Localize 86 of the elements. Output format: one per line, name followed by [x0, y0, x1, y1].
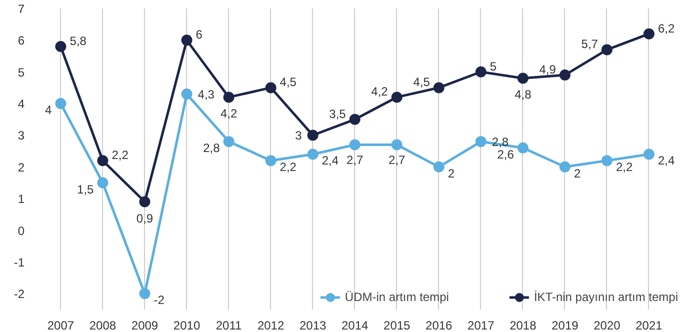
data-label: 2,4: [658, 154, 675, 168]
x-tick-label: 2019: [552, 318, 579, 332]
point: [349, 114, 360, 125]
point: [433, 161, 444, 172]
data-label: 3,5: [329, 106, 346, 121]
x-tick-label: 2010: [173, 318, 200, 332]
x-tick-label: 2021: [636, 318, 663, 332]
x-tick-label: 2016: [426, 318, 453, 332]
point: [391, 92, 402, 103]
point: [139, 288, 150, 300]
point: [517, 142, 528, 154]
x-tick-label: 2007: [47, 318, 74, 332]
data-label: 6: [196, 28, 203, 42]
y-tick-label: -2: [14, 287, 25, 302]
y-tick-label: 7: [18, 2, 25, 16]
y-tick-label: 1: [18, 192, 25, 206]
point: [517, 72, 528, 84]
x-tick-label: 2014: [342, 318, 369, 332]
point: [265, 82, 276, 94]
point: [601, 155, 612, 166]
data-label: 5,8: [70, 34, 87, 48]
data-label: 4,5: [280, 75, 297, 90]
point: [55, 41, 66, 52]
x-tick-label: 2020: [594, 318, 621, 332]
data-label: -2: [154, 293, 165, 308]
point: [223, 92, 234, 103]
x-tick-label: 2009: [131, 318, 158, 332]
y-tick-label: 5: [18, 65, 25, 80]
point: [265, 155, 276, 166]
y-tick-label: -1: [14, 255, 25, 270]
data-label: 4,5: [413, 75, 430, 90]
legend-label: İKT-nin payının artım tempi: [534, 290, 678, 304]
data-label: 3: [295, 128, 302, 143]
data-label: 0,9: [136, 211, 154, 226]
point: [139, 196, 150, 208]
x-tick-label: 2012: [257, 318, 284, 332]
data-label: 2,7: [346, 153, 364, 168]
data-label: 6,2: [658, 21, 675, 36]
data-label: 2,4: [322, 154, 339, 168]
point: [391, 139, 402, 150]
x-tick-label: 2013: [299, 318, 327, 332]
point: [181, 88, 192, 100]
data-label: 4: [45, 103, 52, 118]
point: [307, 130, 318, 141]
y-tick-label: 3: [18, 128, 25, 143]
point: [475, 136, 486, 148]
legend-label: ÜDM-in artım tempi: [344, 290, 449, 304]
point: [475, 66, 486, 78]
y-tick-label: 0: [18, 224, 25, 238]
data-label: 4,8: [514, 88, 532, 102]
x-tick-label: 2017: [468, 318, 495, 332]
point: [643, 28, 654, 40]
x-tick-label: 2018: [510, 318, 537, 332]
point: [559, 70, 570, 81]
data-label: 2,2: [280, 160, 297, 174]
point: [349, 139, 360, 150]
x-tick-label: 2011: [216, 318, 242, 332]
data-label: 4,9: [539, 62, 556, 77]
data-label: 5: [490, 59, 497, 74]
data-label: 2,2: [616, 160, 633, 174]
y-tick-label: 4: [18, 97, 25, 112]
point: [643, 148, 654, 160]
data-label: 2: [574, 166, 581, 180]
data-label: 1,5: [77, 182, 94, 196]
y-tick-label: 2: [18, 160, 25, 174]
point: [181, 34, 192, 46]
y-tick-label: 6: [18, 34, 25, 48]
data-label: 5,7: [581, 37, 598, 52]
point: [55, 98, 66, 110]
point: [601, 44, 612, 56]
data-label: 4,2: [371, 84, 388, 99]
data-label: 2: [448, 166, 455, 180]
point: [559, 161, 570, 172]
data-label: 2,7: [388, 153, 406, 168]
x-tick-label: 2008: [89, 318, 116, 332]
data-label: 2,8: [203, 141, 220, 156]
x-tick-label: 2015: [384, 318, 411, 332]
point: [223, 136, 234, 148]
data-label: 4,3: [198, 88, 215, 102]
point: [97, 177, 108, 188]
point: [307, 148, 318, 160]
data-label: 2,2: [112, 148, 129, 162]
point: [97, 155, 108, 166]
data-label: 2,6: [497, 147, 514, 162]
point: [433, 82, 444, 94]
data-label: 4,2: [220, 106, 238, 121]
